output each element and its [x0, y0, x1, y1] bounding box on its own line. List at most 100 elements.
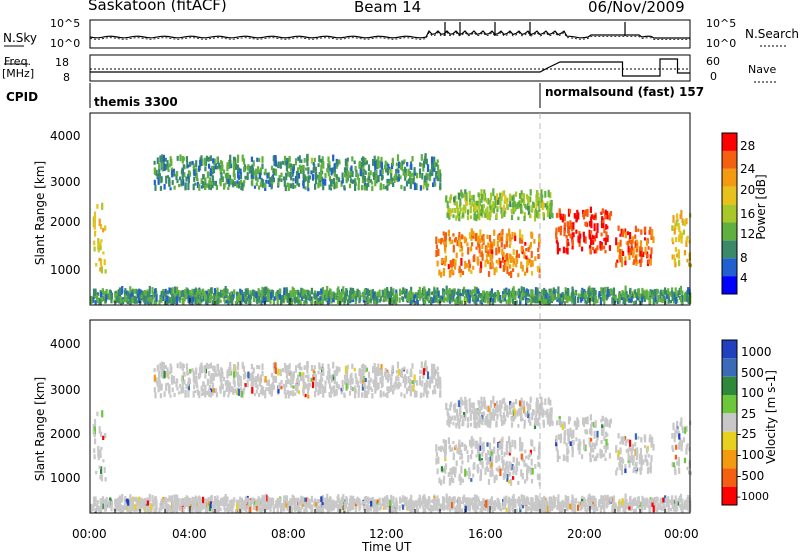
power-cell	[383, 288, 387, 297]
power-cell	[314, 294, 318, 299]
power-cell	[163, 163, 166, 172]
power-cell	[272, 168, 276, 176]
velocity-cell	[371, 393, 374, 399]
power-cell	[275, 292, 278, 300]
power-cell	[530, 231, 533, 239]
power-cell	[679, 234, 682, 240]
power-cell	[635, 292, 638, 298]
power-cell	[459, 207, 462, 212]
power-cell	[288, 299, 291, 305]
velocity-cell	[294, 392, 297, 396]
velocity-cell	[263, 390, 267, 396]
velocity-cell	[626, 505, 629, 510]
power-cell	[649, 226, 652, 235]
power-cell	[479, 237, 482, 244]
power-cell	[185, 176, 188, 182]
power-cell	[168, 163, 171, 168]
velocity-cell	[679, 504, 683, 511]
velocity-cell	[384, 505, 388, 510]
power-cell	[640, 256, 643, 263]
velocity-cell	[166, 498, 169, 503]
velocity-cell	[624, 506, 627, 513]
velocity-cell	[207, 497, 210, 504]
velocity-cell	[383, 504, 386, 509]
power-cell	[337, 286, 340, 295]
power-cell	[329, 289, 332, 295]
velocity-cell	[202, 381, 205, 387]
power-cell	[685, 240, 688, 247]
velocity-cell	[622, 505, 625, 512]
power-cell	[474, 300, 478, 304]
power-cell	[645, 296, 648, 300]
power-cell	[495, 266, 498, 273]
power-cell	[478, 246, 481, 254]
power-cell	[519, 237, 522, 244]
velocity-cell	[395, 369, 398, 374]
power-cell	[480, 250, 483, 254]
velocity-cell	[537, 499, 540, 503]
power-cell	[675, 219, 678, 227]
power-cell	[401, 160, 404, 166]
velocity-cell	[161, 373, 164, 379]
velocity-cell	[191, 500, 194, 505]
power-cell	[512, 286, 515, 294]
power-cell	[557, 226, 561, 233]
power-cell	[422, 160, 426, 168]
power-cell	[499, 260, 502, 269]
power-cell	[252, 296, 255, 302]
power-cell	[496, 193, 499, 200]
power-cell	[628, 254, 631, 260]
power-cell	[299, 165, 302, 174]
power-cell	[313, 165, 316, 170]
power-cell	[187, 295, 190, 300]
power-cell	[547, 208, 550, 213]
velocity-cell	[348, 391, 352, 396]
power-cell	[216, 156, 219, 163]
velocity-cell	[233, 497, 236, 503]
velocity-cell	[206, 390, 209, 396]
power-cell	[372, 292, 375, 298]
power-cell	[542, 212, 545, 218]
power-cell	[489, 209, 492, 214]
velocity-cell	[572, 501, 575, 508]
power-cell	[438, 169, 442, 176]
power-cell	[529, 242, 532, 247]
power-cell	[446, 293, 449, 302]
power-cell	[550, 211, 553, 218]
power-cell	[395, 169, 398, 174]
power-cell	[294, 185, 297, 189]
power-cell	[606, 215, 609, 220]
power-cell	[575, 229, 578, 234]
power-cell	[299, 299, 302, 305]
power-cell	[397, 169, 400, 174]
velocity-cell	[410, 370, 413, 378]
power-cell	[587, 289, 590, 297]
power-cell	[310, 157, 313, 164]
power-cell	[515, 191, 518, 197]
velocity-cell	[648, 508, 651, 513]
power-cell	[319, 177, 322, 185]
power-cell	[482, 238, 485, 244]
power-cell	[496, 240, 499, 248]
velocity-cell	[473, 494, 477, 503]
power-cell	[303, 300, 306, 305]
velocity-cell	[251, 375, 254, 383]
power-cell	[535, 202, 538, 209]
power-cell	[383, 296, 386, 301]
power-cell	[443, 295, 446, 303]
power-cell	[173, 286, 177, 294]
velocity-cell	[539, 500, 542, 505]
power-cell	[509, 201, 512, 208]
velocity-cell	[609, 496, 613, 503]
velocity-cell	[173, 393, 176, 398]
power-cell	[305, 167, 308, 171]
velocity-cell	[346, 364, 349, 369]
power-cell	[168, 287, 171, 294]
power-cell	[437, 172, 440, 178]
velocity-cell	[418, 381, 422, 386]
power-cell	[484, 298, 487, 303]
power-cell	[362, 176, 365, 180]
power-cell	[531, 204, 534, 212]
velocity-cell	[557, 494, 560, 502]
power-cell	[194, 182, 197, 186]
